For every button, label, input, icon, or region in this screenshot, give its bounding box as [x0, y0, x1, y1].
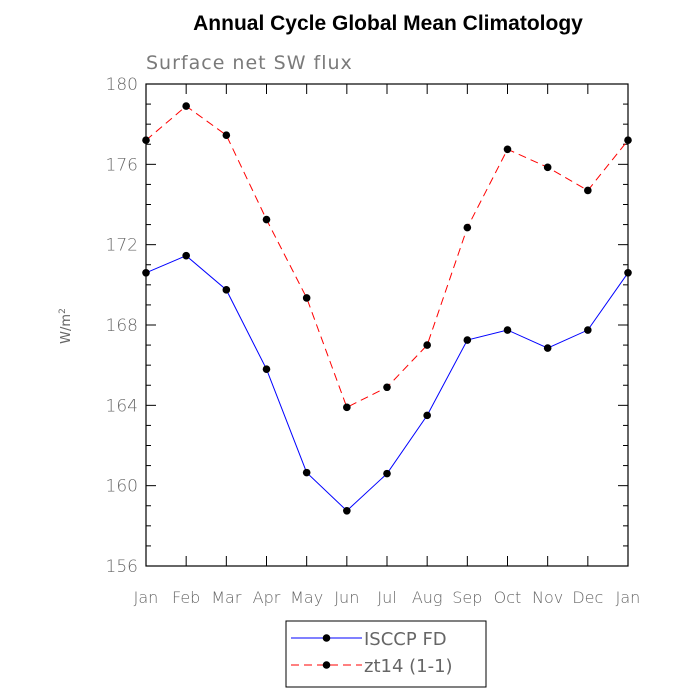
y-tick-label: 168 [106, 316, 138, 336]
data-point-isccp-fd [302, 468, 311, 477]
y-axis-label-superscript: 2 [58, 308, 68, 314]
data-point-zt14-1-1 [423, 341, 431, 349]
x-tick-label-may: May [290, 588, 323, 607]
chart-title: Annual Cycle Global Mean Climatology [193, 12, 583, 35]
chart-subtitle: Surface net SW flux [146, 52, 353, 74]
legend-box [285, 620, 487, 688]
x-tick-label-jul: Jul [377, 588, 396, 607]
legend-marker-zt14 [322, 661, 331, 669]
y-axis-label-main: W/m [59, 314, 74, 344]
y-tick-label: 180 [106, 75, 138, 95]
x-tick-label-mar: Mar [211, 588, 242, 607]
series-layer [142, 102, 632, 515]
data-point-zt14-1-1 [302, 294, 311, 302]
series-isccp-fd [142, 251, 632, 515]
x-axis: Jan Feb Mar Apr May Jun Jul Aug Sep Oct Nov Dec Jan [134, 84, 641, 607]
data-point-zt14-1-1 [503, 145, 512, 154]
data-point-zt14-1-1 [584, 186, 592, 195]
data-point-isccp-fd [423, 411, 431, 420]
data-point-isccp-fd [624, 268, 632, 277]
data-point-isccp-fd [503, 326, 512, 334]
y-tick-label: 176 [106, 155, 138, 175]
data-point-zt14-1-1 [222, 131, 231, 140]
data-point-zt14-1-1 [383, 383, 391, 392]
legend-label-zt14: zt14 (1-1) [364, 656, 453, 677]
data-point-zt14-1-1 [262, 215, 271, 224]
data-point-isccp-fd [142, 268, 150, 277]
data-point-isccp-fd [543, 344, 552, 352]
data-point-zt14-1-1 [543, 163, 552, 172]
y-tick-label: 172 [106, 236, 138, 256]
data-point-isccp-fd [463, 336, 472, 344]
x-tick-label-sep: Sep [452, 588, 482, 607]
legend-marker-isccp-fd [322, 634, 331, 642]
y-axis: 156 160 164 168 172 176 180 [106, 75, 628, 577]
data-point-zt14-1-1 [463, 223, 472, 232]
data-point-isccp-fd [262, 365, 271, 373]
data-point-isccp-fd [383, 469, 391, 478]
data-point-zt14-1-1 [142, 136, 150, 145]
data-point-isccp-fd [343, 506, 351, 515]
data-point-isccp-fd [182, 251, 190, 260]
series-zt14-1-1 [142, 102, 632, 412]
x-tick-label-aug: Aug [412, 588, 443, 607]
y-tick-label: 160 [106, 477, 138, 497]
data-point-zt14-1-1 [182, 102, 190, 110]
data-point-zt14-1-1 [624, 136, 632, 145]
data-point-isccp-fd [584, 326, 592, 334]
x-tick-label-feb: Feb [172, 588, 200, 607]
x-tick-label-jan: Jan [616, 588, 641, 607]
x-tick-label-oct: Oct [494, 588, 522, 607]
legend-label-isccp-fd: ISCCP FD [364, 629, 447, 650]
legend: ISCCP FD zt14 (1-1) [285, 620, 487, 688]
data-point-zt14-1-1 [343, 403, 351, 412]
x-tick-label-jun: Jun [334, 588, 359, 607]
data-point-isccp-fd [222, 286, 231, 294]
x-tick-label-dec: Dec [572, 588, 603, 607]
x-tick-label-jan: Jan [134, 588, 159, 607]
y-axis-label: W/m2 [58, 308, 74, 344]
x-tick-label-apr: Apr [253, 588, 281, 607]
y-tick-label: 164 [106, 396, 138, 416]
y-tick-label: 156 [106, 557, 138, 577]
x-tick-label-nov: Nov [532, 588, 563, 607]
